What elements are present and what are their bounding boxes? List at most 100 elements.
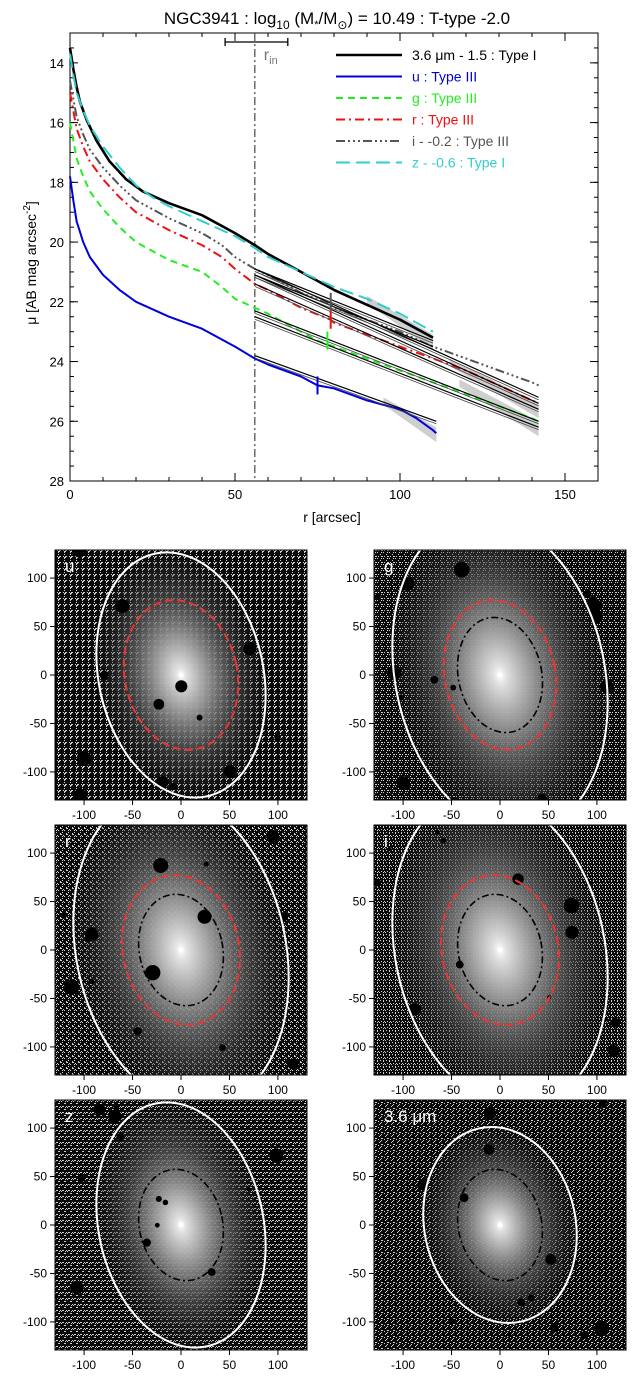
masked-source [64,979,80,995]
x-tick-label: 100 [268,808,288,820]
masked-source [219,1044,226,1051]
x-tick-label: -50 [124,1083,142,1095]
y-tick-label: -100 [342,1315,366,1329]
outer-ellipse [391,550,609,800]
x-tick-label: 50 [223,808,237,820]
panel-i: i -100 -50 0 50 100 100 50 0 -50 -100 [342,824,627,1095]
legend-label-1: u : Type III [412,69,477,85]
y-axis-label: μ [AB mag arcsec-2] [22,201,39,325]
panel-u: u -100 -50 0 50 100 100 50 0 -50 -100 [23,549,308,820]
masked-source [269,1148,284,1163]
masked-source [435,830,440,835]
panel-label: u [65,557,74,576]
x-tick-label: 100 [587,1358,607,1372]
panel-label: 3.6 μm [384,1107,436,1126]
x-tick-label: 0 [497,808,504,820]
masked-source [453,561,470,578]
y-tick-label: 16 [50,116,64,131]
outer-ellipse [72,825,290,1075]
masked-source [133,1027,142,1036]
inner-ellipse [456,616,544,734]
galaxy-image [55,550,307,800]
y-tick-label: 24 [50,355,64,370]
y-tick-label: -100 [23,765,47,779]
inner-ellipse [137,893,225,1007]
panel-3.6um: 3.6 μm -100 -50 0 50 100 100 50 0 -50 -100 [342,1099,627,1372]
r-in-label: rin [264,47,278,67]
x-tick-label: -100 [72,1083,96,1095]
masked-source [610,1018,621,1028]
masked-source [246,1187,251,1192]
masked-source [156,776,169,788]
x-tick-label: 0 [178,1358,185,1372]
masked-source [545,1253,557,1265]
y-tick-label: 50 [353,1170,367,1184]
masked-source [287,1058,299,1070]
masked-source [61,912,67,918]
fit-line [254,274,539,404]
masked-source [77,1174,86,1183]
masked-source [153,857,169,873]
y-tick-label: -50 [349,716,367,730]
y-tick-label: 50 [353,895,367,909]
y-tick-label: 22 [50,295,64,310]
masked-source [449,1318,456,1325]
legend-label-3: r : Type III [412,112,474,128]
masked-source [175,680,188,693]
x-tick-label: -50 [124,808,142,820]
masked-source [76,751,92,766]
y-tick-label: -100 [23,1315,47,1329]
y-tick-label: 0 [359,668,366,682]
y-tick-label: 50 [34,895,48,909]
x-tick-label: 50 [542,1358,556,1372]
y-tick-label: 14 [50,56,64,71]
y-tick-label: 100 [27,571,47,585]
x-tick-label: 100 [587,1083,607,1095]
legend-label-5: z - -0.6 : Type I [412,155,505,171]
masked-source [594,1320,610,1337]
masked-source [274,734,281,741]
y-tick-label: 0 [40,943,47,957]
y-tick-label: 0 [359,1218,366,1232]
masked-source [607,1044,620,1057]
masked-source [583,589,592,599]
panel-label: i [384,832,388,851]
masked-source [517,1298,526,1307]
galaxy-image [55,825,307,1075]
masked-source [145,965,161,981]
masked-source [374,878,382,887]
x-tick-label: 50 [223,1083,237,1095]
y-tick-label: 0 [40,1218,47,1232]
masked-source [483,1107,497,1120]
masked-source [170,782,177,790]
masked-source [72,550,87,558]
x-tick-label: -50 [443,808,461,820]
break-ellipse [442,599,558,751]
masked-source [459,1193,469,1203]
x-tick-label: 0 [178,808,185,820]
inner-ellipse [456,893,544,1007]
fit-line [254,310,539,422]
y-tick-label: -50 [30,716,48,730]
masked-source [203,861,209,867]
galaxy-core [497,1222,503,1228]
x-tick-label: -100 [391,808,415,820]
galaxy-core [178,947,184,953]
y-tick-label: 18 [50,175,64,190]
y-tick-label: -100 [342,1040,366,1054]
y-tick-label: 100 [27,846,47,860]
masked-source [154,1222,160,1228]
x-tick-label: 0 [497,1358,504,1372]
masked-source [396,776,410,790]
x-tick-label: -50 [124,1358,142,1372]
masked-source [55,1294,59,1300]
break-ellipse [122,599,240,751]
x-tick-label: 0 [178,1083,185,1095]
galaxy-image [374,1100,626,1350]
masked-source [387,847,392,852]
fit-line [254,268,539,398]
masked-source [295,600,301,606]
masked-source [93,1103,106,1116]
masked-source [108,1109,122,1123]
plot-area: 0 50 100 150 14 16 18 20 22 24 26 28 rin 3.6 μm - 1.5… [50,32,599,502]
